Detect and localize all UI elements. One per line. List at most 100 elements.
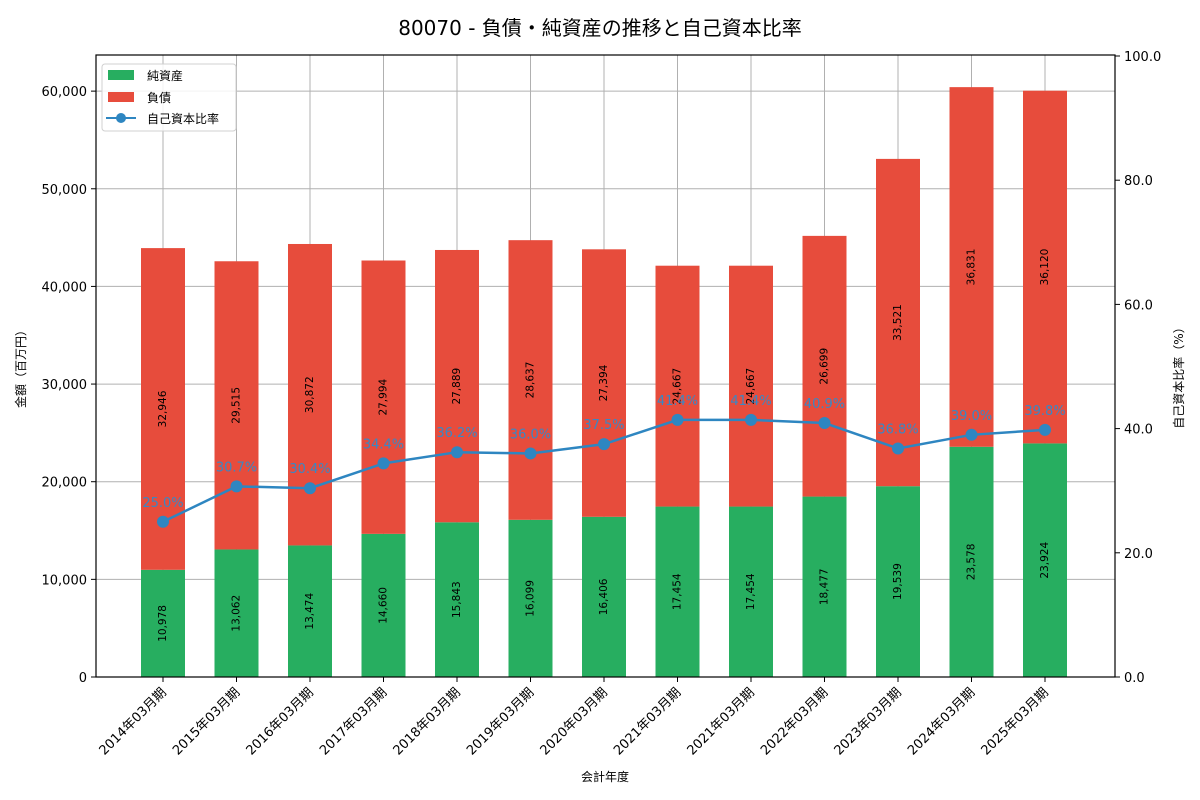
legend-net-assets-label: 純資産: [147, 68, 183, 83]
bar-series: 10,978 32,946 13,062 29,515 13,474 30,872 14,6…: [141, 87, 1067, 677]
equity-ratio-value-label: 41.4%: [657, 394, 698, 409]
liabilities-bar: [655, 265, 700, 507]
x-tick-label: 2014年03月期: [97, 685, 170, 758]
x-tick-label: 2015年03月期: [170, 685, 243, 758]
net-assets-bar: [1023, 443, 1067, 677]
equity-ratio-line: 25.0% 30.7% 30.4% 34.4% 36.2% 36.0% 37.5% 41.4%…: [142, 394, 1066, 528]
net-assets-value-label: 16,099: [525, 580, 537, 617]
x-tick-label: 2023年03月期: [832, 685, 905, 758]
liabilities-value-label: 33,521: [892, 304, 904, 341]
x-axis-title: 会計年度: [581, 769, 629, 784]
equity-ratio-marker: [671, 413, 684, 426]
y-left-tick-label: 0: [79, 671, 87, 686]
net-assets-bar: [582, 516, 626, 677]
liabilities-value-label: 32,946: [157, 390, 169, 427]
equity-ratio-marker: [157, 515, 169, 528]
liabilities-value-label: 27,994: [378, 378, 390, 415]
x-tick-label: 2017年03月期: [317, 685, 390, 758]
x-tick-label: 2020年03月期: [538, 685, 611, 758]
net-assets-value-label: 13,474: [304, 593, 316, 630]
y-right-tick-label: 80.0: [1124, 174, 1153, 189]
equity-ratio-value-label: 40.9%: [804, 397, 845, 412]
liabilities-bar: [361, 260, 406, 534]
liabilities-bar: [214, 261, 259, 550]
equity-ratio-marker: [230, 480, 243, 493]
net-assets-value-label: 17,454: [745, 573, 757, 610]
liabilities-bar: [288, 243, 332, 546]
y-left-tick-label: 50,000: [42, 183, 88, 198]
net-assets-value-label: 10,978: [157, 605, 169, 642]
net-assets-value-label: 18,477: [819, 568, 831, 605]
liabilities-bar: [949, 87, 994, 447]
liabilities-bar: [508, 240, 553, 520]
net-assets-bar: [655, 506, 700, 677]
x-tick-label: 2018年03月期: [391, 685, 464, 758]
net-assets-bar: [949, 446, 994, 677]
liabilities-value-label: 24,667: [672, 368, 684, 405]
equity-ratio-value-label: 41.4%: [730, 394, 771, 409]
liabilities-bar: [582, 249, 626, 517]
net-assets-value-label: 17,454: [672, 573, 684, 610]
liabilities-bar: [1023, 90, 1067, 444]
equity-ratio-value-label: 39.0%: [951, 409, 992, 424]
x-tick-label: 2016年03月期: [244, 685, 317, 758]
liabilities-value-label: 28,637: [525, 362, 537, 399]
equity-ratio-value-label: 34.4%: [363, 437, 404, 452]
liabilities-value-label: 29,515: [231, 387, 243, 424]
legend-box: [101, 63, 237, 132]
y-right-tick-label: 60.0: [1124, 298, 1153, 313]
net-assets-bar: [141, 569, 185, 677]
equity-ratio-marker: [818, 417, 831, 430]
x-tick-label: 2021年03月期: [611, 685, 684, 758]
equity-ratio-value-label: 25.0%: [142, 496, 183, 511]
equity-ratio-value-label: 36.2%: [436, 426, 477, 441]
plot-frame: [95, 54, 1116, 678]
equity-ratio-value-label: 36.8%: [877, 422, 918, 437]
x-tick-label: 2019年03月期: [464, 685, 537, 758]
y-left-tick-label: 40,000: [42, 280, 88, 295]
equity-ratio-value-label: 30.4%: [289, 462, 330, 477]
y-left-tick-label: 60,000: [42, 85, 88, 100]
chart-title: 80070 - 負債・純資産の推移と自己資本比率: [398, 16, 802, 40]
net-assets-value-label: 16,406: [598, 578, 610, 615]
legend-net-assets-swatch: [108, 70, 134, 80]
net-assets-value-label: 13,062: [231, 595, 243, 632]
equity-ratio-marker: [304, 482, 316, 495]
x-tick-label: 2021年03月期: [685, 685, 758, 758]
net-assets-bar: [214, 549, 259, 677]
net-assets-bar: [802, 496, 847, 677]
legend-equity-ratio-marker-icon: [116, 113, 126, 123]
x-tick-label: 2024年03月期: [905, 685, 978, 758]
liabilities-value-label: 36,831: [966, 249, 978, 286]
y-left-tick-label: 10,000: [42, 573, 88, 588]
liabilities-value-label: 30,872: [304, 376, 316, 413]
equity-ratio-value-label: 36.0%: [510, 427, 551, 442]
equity-ratio-marker: [892, 442, 904, 455]
liabilities-value-label: 27,889: [451, 368, 463, 405]
liabilities-bar: [435, 249, 479, 523]
y-right-tick-label: 0.0: [1124, 671, 1145, 686]
liabilities-bar: [876, 158, 920, 487]
net-assets-value-label: 15,843: [451, 581, 463, 618]
equity-ratio-marker: [451, 446, 463, 459]
y-right-tick-label: 20.0: [1124, 547, 1153, 562]
net-assets-bar: [288, 545, 332, 677]
legend-equity-ratio-label: 自己資本比率: [147, 111, 219, 126]
net-assets-value-label: 14,660: [378, 587, 390, 624]
liabilities-value-label: 24,667: [745, 368, 757, 405]
y-right-tick-label: 100.0: [1124, 50, 1161, 65]
liabilities-bar: [802, 235, 847, 497]
legend: 純資産 負債 自己資本比率: [101, 63, 237, 132]
liabilities-value-label: 36,120: [1039, 249, 1051, 286]
net-assets-value-label: 23,924: [1039, 542, 1051, 579]
y-left-tick-label: 30,000: [42, 378, 88, 393]
y-right-axis-title: 自己資本比率（%）: [1171, 321, 1186, 428]
liabilities-value-label: 27,394: [598, 364, 610, 401]
liabilities-bar: [729, 265, 773, 507]
y-left-tick-label: 20,000: [42, 476, 88, 491]
equity-ratio-marker: [1039, 423, 1051, 436]
x-tick-label: 2025年03月期: [979, 685, 1052, 758]
equity-ratio-value-label: 37.5%: [583, 418, 624, 433]
x-tick-label: 2022年03月期: [758, 685, 831, 758]
